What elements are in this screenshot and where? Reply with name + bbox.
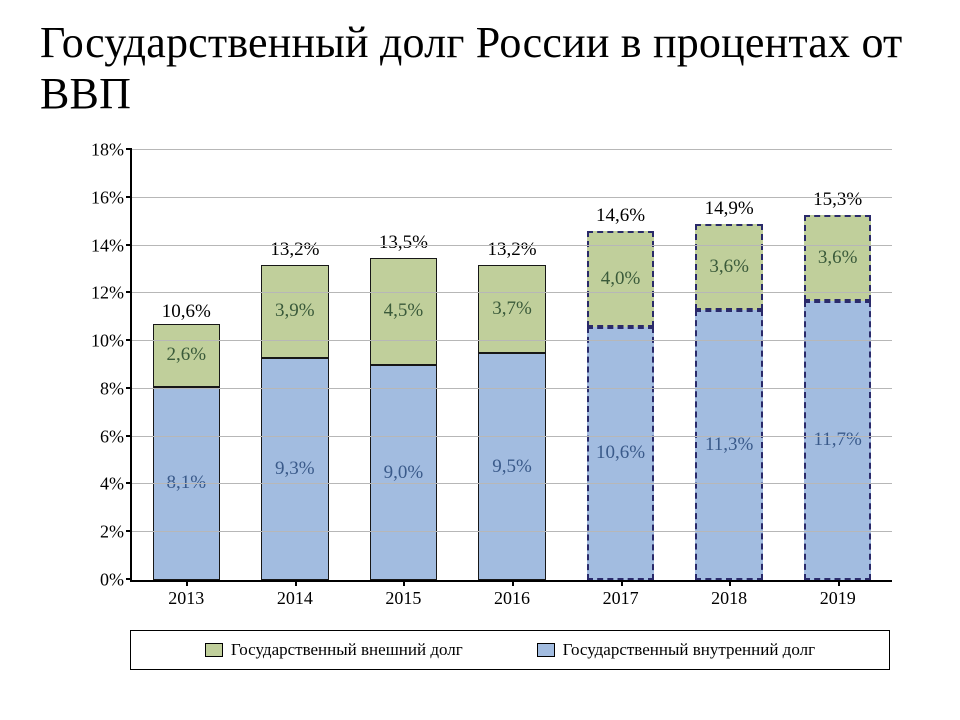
- ytick-label: 2%: [100, 522, 132, 543]
- xtick-label: 2014: [277, 580, 313, 609]
- xtick-label: 2019: [820, 580, 856, 609]
- xtick-label: 2016: [494, 580, 530, 609]
- gridline: [132, 388, 892, 389]
- bars-layer: 8,1%2,6%10,6%9,3%3,9%13,2%9,0%4,5%13,5%9…: [132, 150, 892, 580]
- bar-group: 8,1%2,6%10,6%: [153, 327, 220, 580]
- gridline: [132, 245, 892, 246]
- bar-group: 11,3%3,6%14,9%: [695, 224, 762, 580]
- gridline: [132, 531, 892, 532]
- gridline: [132, 340, 892, 341]
- bar-segment-external: [804, 215, 871, 301]
- gridline: [132, 197, 892, 198]
- ytick-label: 0%: [100, 570, 132, 591]
- ytick-label: 4%: [100, 474, 132, 495]
- bar-segment-external: [153, 324, 220, 386]
- ytick-label: 8%: [100, 378, 132, 399]
- xtick-label: 2015: [385, 580, 421, 609]
- bar-segment-external: [261, 265, 328, 358]
- ytick-label: 12%: [91, 283, 132, 304]
- xtick-label: 2018: [711, 580, 747, 609]
- legend-item-internal: Государственный внутренний долг: [537, 640, 815, 660]
- xtick-label: 2017: [603, 580, 639, 609]
- bar-segment-external: [370, 258, 437, 366]
- gridline: [132, 436, 892, 437]
- bar-total-label: 13,2%: [465, 239, 559, 265]
- ytick-label: 10%: [91, 331, 132, 352]
- gridline: [132, 149, 892, 150]
- plot-area: 8,1%2,6%10,6%9,3%3,9%13,2%9,0%4,5%13,5%9…: [130, 150, 892, 582]
- bar-segment-internal: [804, 301, 871, 581]
- bar-group: 9,3%3,9%13,2%: [261, 265, 328, 580]
- bar-segment-internal: [695, 310, 762, 580]
- legend-label-external: Государственный внешний долг: [231, 640, 463, 660]
- bar-segment-internal: [370, 365, 437, 580]
- ytick-label: 16%: [91, 187, 132, 208]
- slide-title: Государственный долг России в процентах …: [40, 18, 920, 119]
- bar-segment-internal: [261, 358, 328, 580]
- bar-group: 10,6%4,0%14,6%: [587, 231, 654, 580]
- xtick-label: 2013: [168, 580, 204, 609]
- bar-segment-external: [695, 224, 762, 310]
- gridline: [132, 292, 892, 293]
- bar-total-label: 15,3%: [791, 189, 885, 215]
- legend-swatch-internal: [537, 643, 555, 657]
- chart: 8,1%2,6%10,6%9,3%3,9%13,2%9,0%4,5%13,5%9…: [60, 150, 900, 690]
- ytick-label: 14%: [91, 235, 132, 256]
- ytick-label: 18%: [91, 140, 132, 161]
- bar-segment-external: [587, 231, 654, 327]
- bar-total-label: 13,2%: [248, 239, 342, 265]
- legend-item-external: Государственный внешний долг: [205, 640, 463, 660]
- bar-group: 11,7%3,6%15,3%: [804, 215, 871, 581]
- gridline: [132, 483, 892, 484]
- slide: Государственный долг России в процентах …: [0, 0, 960, 720]
- bar-total-label: 14,9%: [682, 198, 776, 224]
- bar-group: 9,5%3,7%13,2%: [478, 265, 545, 580]
- legend-swatch-external: [205, 643, 223, 657]
- bar-total-label: 14,6%: [573, 205, 667, 231]
- legend-label-internal: Государственный внутренний долг: [563, 640, 815, 660]
- ytick-label: 6%: [100, 426, 132, 447]
- legend: Государственный внешний долг Государстве…: [130, 630, 890, 670]
- bar-segment-internal: [587, 327, 654, 580]
- bar-total-label: 10,6%: [139, 301, 233, 327]
